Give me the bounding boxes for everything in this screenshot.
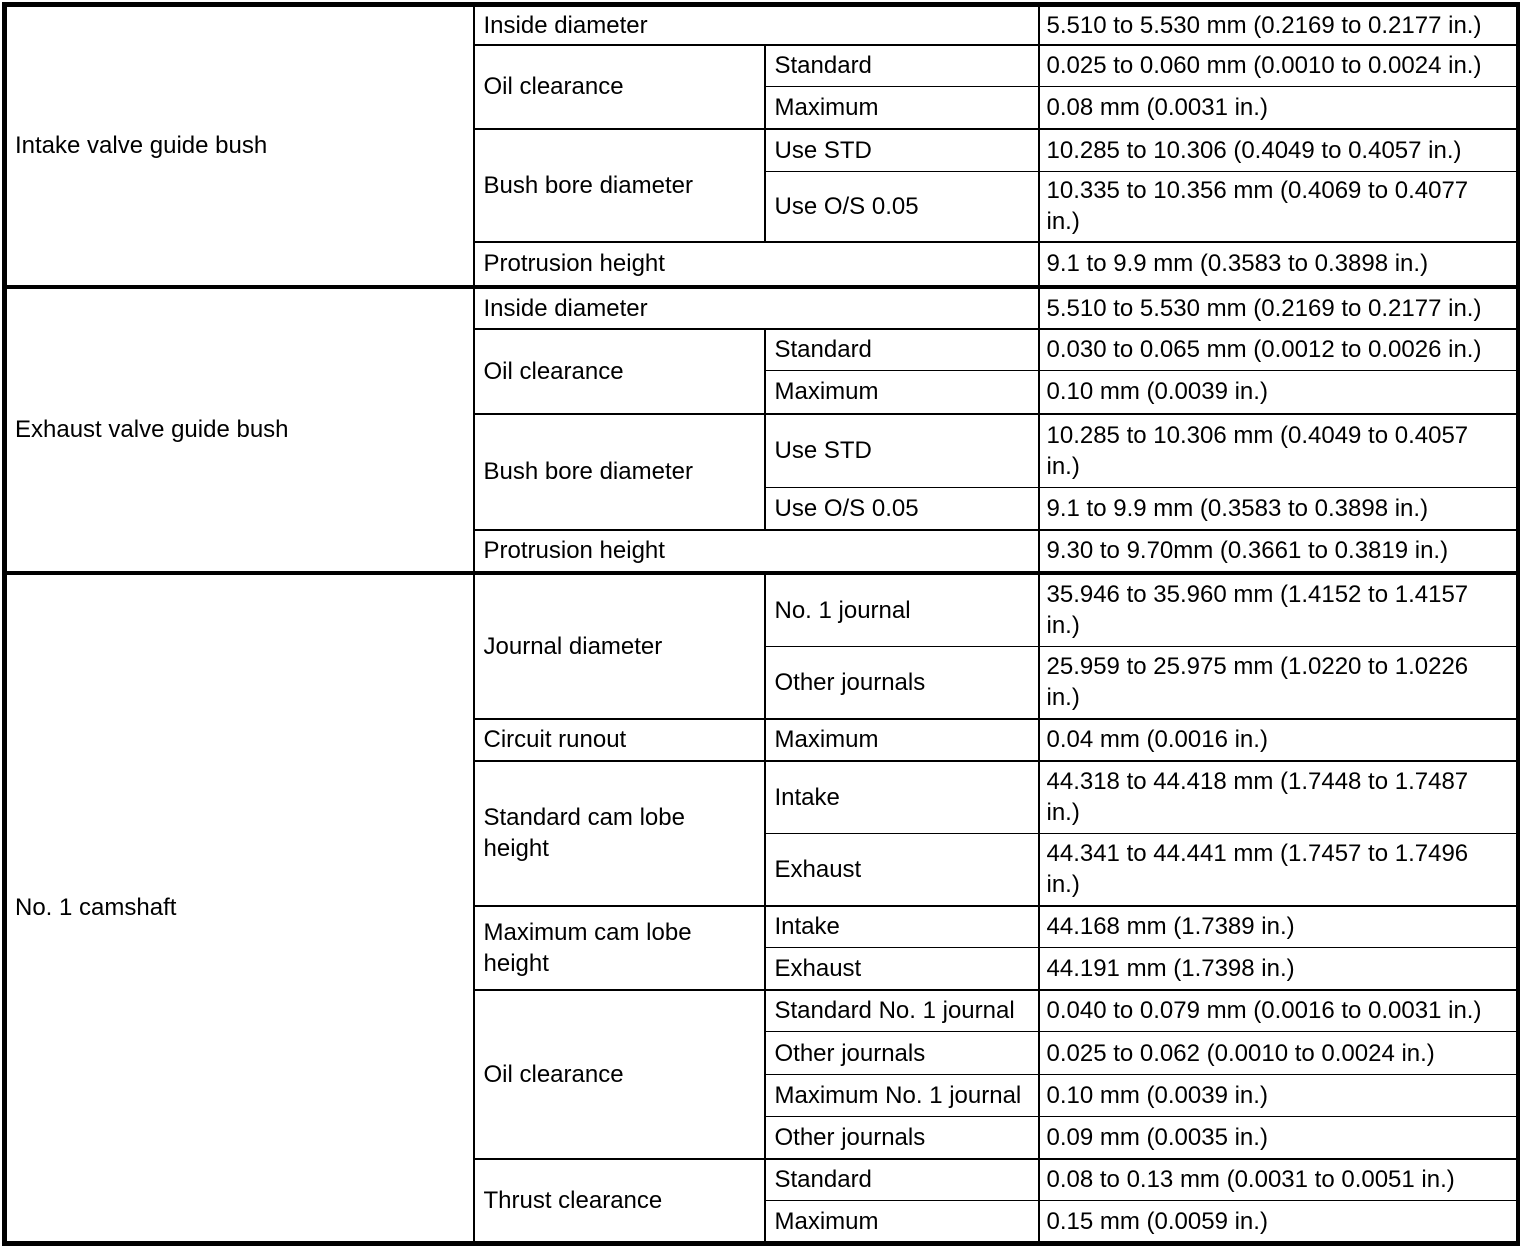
sub-property-cell: Standard — [763, 327, 1040, 371]
value-cell: 44.168 mm (1.7389 in.) — [1037, 904, 1520, 948]
value-cell: 0.08 to 0.13 mm (0.0031 to 0.0051 in.) — [1037, 1157, 1520, 1201]
sub-property-cell: Other journals — [763, 646, 1040, 719]
sub-property-cell: Maximum — [763, 86, 1040, 129]
sub-property-cell: Standard No. 1 journal — [763, 988, 1040, 1032]
property-cell: Protrusion height — [472, 528, 1040, 573]
property-cell: Oil clearance — [472, 43, 766, 129]
value-cell: 0.09 mm (0.0035 in.) — [1037, 1116, 1520, 1159]
property-cell: Bush bore diameter — [472, 127, 766, 242]
value-cell: 35.946 to 35.960 mm (1.4152 to 1.4157 in… — [1037, 570, 1520, 647]
sub-property-cell: Use O/S 0.05 — [763, 487, 1040, 530]
property-cell: Standard cam lobe height — [472, 759, 766, 906]
part-cell: Intake valve guide bush — [3, 4, 475, 287]
sub-property-cell: Other journals — [763, 1031, 1040, 1075]
value-cell: 0.04 mm (0.0016 in.) — [1037, 717, 1520, 761]
value-cell: 0.10 mm (0.0039 in.) — [1037, 370, 1520, 414]
sub-property-cell: Use O/S 0.05 — [763, 171, 1040, 242]
property-cell: Inside diameter — [472, 4, 1040, 45]
value-cell: 10.285 to 10.306 mm (0.4049 to 0.4057 in… — [1037, 412, 1520, 488]
sub-property-cell: Intake — [763, 904, 1040, 948]
value-cell: 10.335 to 10.356 mm (0.4069 to 0.4077 in… — [1037, 171, 1520, 242]
property-cell: Protrusion height — [472, 240, 1040, 287]
property-cell: Circuit runout — [472, 717, 766, 761]
value-cell: 5.510 to 5.530 mm (0.2169 to 0.2177 in.) — [1037, 4, 1520, 45]
sub-property-cell: Exhaust — [763, 947, 1040, 990]
sub-property-cell: Maximum — [763, 717, 1040, 761]
value-cell: 44.318 to 44.418 mm (1.7448 to 1.7487 in… — [1037, 759, 1520, 834]
property-cell: Maximum cam lobe height — [472, 904, 766, 990]
sub-property-cell: Standard — [763, 1157, 1040, 1201]
sub-property-cell: Maximum — [763, 1200, 1040, 1244]
property-cell: Thrust clearance — [472, 1157, 766, 1244]
value-cell: 9.30 to 9.70mm (0.3661 to 0.3819 in.) — [1037, 528, 1520, 573]
value-cell: 44.341 to 44.441 mm (1.7457 to 1.7496 in… — [1037, 833, 1520, 906]
value-cell: 0.025 to 0.062 (0.0010 to 0.0024 in.) — [1037, 1031, 1520, 1075]
value-cell: 0.10 mm (0.0039 in.) — [1037, 1074, 1520, 1117]
part-cell: No. 1 camshaft — [3, 570, 475, 1244]
property-cell: Bush bore diameter — [472, 412, 766, 530]
property-cell: Oil clearance — [472, 327, 766, 414]
sub-property-cell: Maximum No. 1 journal — [763, 1074, 1040, 1117]
sub-property-cell: Use STD — [763, 127, 1040, 172]
property-cell: Journal diameter — [472, 570, 766, 719]
value-cell: 0.025 to 0.060 mm (0.0010 to 0.0024 in.) — [1037, 43, 1520, 87]
value-cell: 10.285 to 10.306 (0.4049 to 0.4057 in.) — [1037, 127, 1520, 172]
value-cell: 0.15 mm (0.0059 in.) — [1037, 1200, 1520, 1244]
value-cell: 5.510 to 5.530 mm (0.2169 to 0.2177 in.) — [1037, 284, 1520, 329]
value-cell: 25.959 to 25.975 mm (1.0220 to 1.0226 in… — [1037, 646, 1520, 719]
sub-property-cell: Other journals — [763, 1116, 1040, 1159]
property-cell: Inside diameter — [472, 284, 1040, 329]
value-cell: 0.030 to 0.065 mm (0.0012 to 0.0026 in.) — [1037, 327, 1520, 371]
sub-property-cell: Intake — [763, 759, 1040, 834]
value-cell: 9.1 to 9.9 mm (0.3583 to 0.3898 in.) — [1037, 240, 1520, 287]
sub-property-cell: Standard — [763, 43, 1040, 87]
value-cell: 0.040 to 0.079 mm (0.0016 to 0.0031 in.) — [1037, 988, 1520, 1032]
value-cell: 9.1 to 9.9 mm (0.3583 to 0.3898 in.) — [1037, 487, 1520, 530]
sub-property-cell: Maximum — [763, 370, 1040, 414]
sub-property-cell: No. 1 journal — [763, 570, 1040, 647]
part-cell: Exhaust valve guide bush — [3, 284, 475, 573]
sub-property-cell: Exhaust — [763, 833, 1040, 906]
property-cell: Oil clearance — [472, 988, 766, 1159]
value-cell: 0.08 mm (0.0031 in.) — [1037, 86, 1520, 129]
sub-property-cell: Use STD — [763, 412, 1040, 488]
value-cell: 44.191 mm (1.7398 in.) — [1037, 947, 1520, 990]
